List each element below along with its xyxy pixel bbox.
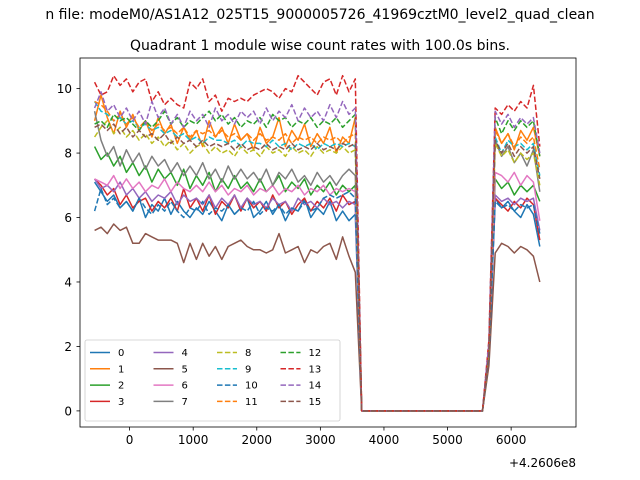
series-layer [93, 74, 541, 412]
legend-label-12: 12 [309, 348, 322, 359]
y-tick-label: 4 [64, 275, 72, 289]
legend-label-2: 2 [118, 381, 124, 392]
x-tick-label: 4000 [369, 433, 400, 447]
legend-label-8: 8 [245, 348, 251, 359]
y-tick-label: 10 [57, 82, 72, 96]
x-tick-label: 3000 [305, 433, 336, 447]
y-axis: 0 2 4 6 8 10 [57, 82, 80, 418]
legend-label-5: 5 [182, 364, 188, 375]
x-tick-label: 5000 [432, 433, 463, 447]
x-tick-label: 6000 [496, 433, 527, 447]
chart-title: Quadrant 1 module wise count rates with … [130, 38, 510, 54]
legend-label-3: 3 [118, 397, 124, 408]
series-line-14 [93, 91, 541, 412]
series-line-15 [94, 123, 541, 412]
legend-label-14: 14 [309, 381, 322, 392]
legend-label-15: 15 [309, 397, 322, 408]
y-tick-label: 0 [64, 404, 72, 418]
legend-label-7: 7 [182, 397, 188, 408]
figure-suptitle: n file: modeM0/AS1A12_025T15_9000005726_… [45, 7, 594, 23]
legend-label-13: 13 [309, 364, 322, 375]
legend-label-10: 10 [245, 381, 258, 392]
legend-label-11: 11 [245, 397, 258, 408]
plot-frame [79, 57, 577, 428]
legend-label-6: 6 [182, 381, 188, 392]
x-axis: 0 1000 2000 3000 4000 5000 6000 [126, 427, 527, 447]
y-tick-label: 6 [64, 211, 72, 225]
x-tick-label: 1000 [178, 433, 209, 447]
legend-label-9: 9 [245, 364, 251, 375]
legend-label-1: 1 [118, 364, 124, 375]
y-tick-label: 2 [64, 340, 72, 354]
legend-label-0: 0 [118, 348, 124, 359]
x-offset-label: +4.2606e8 [509, 456, 576, 470]
series-line-8 [93, 120, 541, 412]
y-tick-label: 8 [64, 147, 72, 161]
x-tick-label: 2000 [242, 433, 273, 447]
legend-label-4: 4 [182, 348, 188, 359]
x-tick-label: 0 [126, 433, 134, 447]
legend-frame [84, 339, 341, 422]
